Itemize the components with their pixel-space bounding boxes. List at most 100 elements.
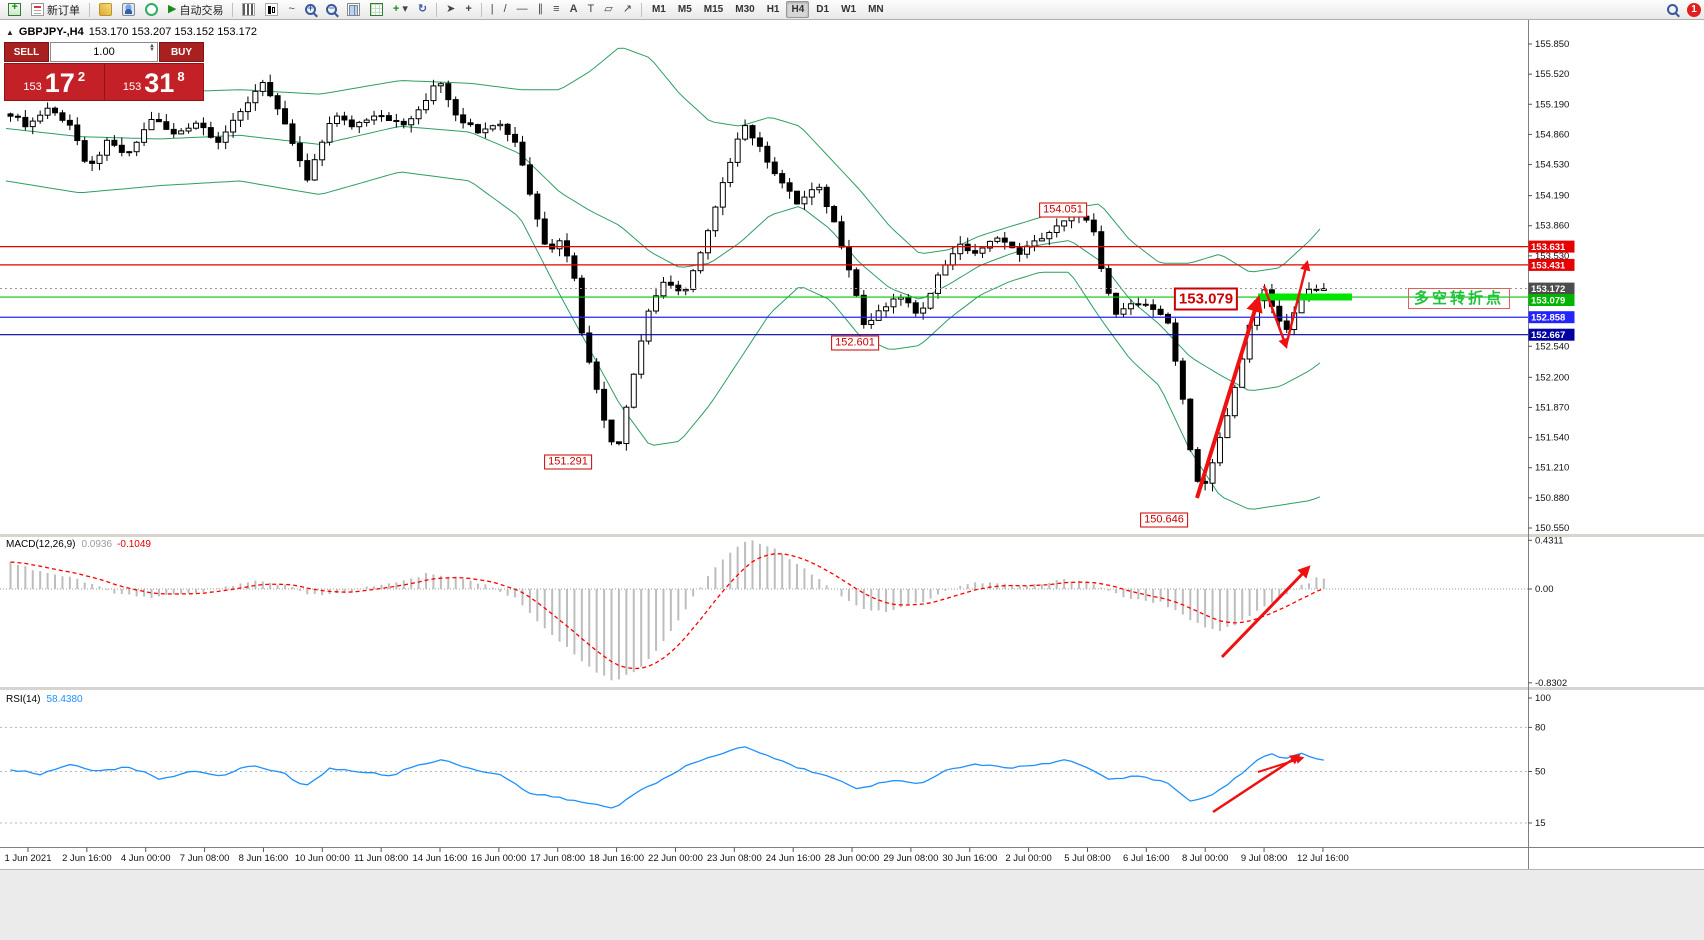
sell-price-prefix: 153 bbox=[23, 81, 42, 93]
bottom-strip bbox=[0, 869, 1704, 940]
chart-background bbox=[0, 20, 1704, 869]
time-axis-label: 23 Jun 08:00 bbox=[707, 853, 762, 864]
macd-axis-label: 0.4311 bbox=[1535, 535, 1563, 546]
vertical-line-button[interactable]: | bbox=[487, 1, 498, 18]
arrow-tool-button[interactable]: ↗ bbox=[619, 1, 636, 18]
line-chart-button[interactable]: ~ bbox=[284, 1, 298, 18]
price-tick-label: 155.190 bbox=[1535, 99, 1569, 110]
buy-price-panel[interactable]: 153 31 8 bbox=[105, 64, 204, 100]
notification-badge[interactable]: 1 bbox=[1687, 2, 1701, 17]
auto-trading-button[interactable]: ▶ 自动交易 bbox=[164, 1, 227, 18]
trendline-button[interactable]: / bbox=[500, 1, 511, 18]
one-click-trading-widget: SELL 1.00 ▲ ▼ BUY 153 17 2 153 31 8 bbox=[4, 42, 204, 101]
quotes-button[interactable] bbox=[141, 1, 162, 18]
macd-axis-label: -0.8302 bbox=[1535, 678, 1567, 689]
trend-arrow bbox=[1220, 565, 1311, 659]
chart-canvas[interactable]: 155.850 155.520 155.190 154.860 154.530 154.1… bbox=[0, 20, 1704, 940]
text-tool-button[interactable]: A bbox=[566, 1, 582, 18]
trend-arrow bbox=[1284, 259, 1311, 347]
chart-area: 155.850 155.520 155.190 154.860 154.530 154.1… bbox=[0, 20, 1704, 940]
rsi-axis-label: 80 bbox=[1535, 722, 1546, 733]
zoom-out-button[interactable]: − bbox=[322, 1, 341, 18]
price-tag bbox=[1528, 240, 1575, 253]
trend-arrow bbox=[1257, 755, 1305, 773]
tools-button[interactable] bbox=[95, 1, 116, 18]
dropdown-icon: ▾ bbox=[402, 3, 408, 15]
price-callout: 151.291 bbox=[544, 454, 592, 470]
tile-windows-button[interactable] bbox=[343, 1, 364, 18]
price-tick-label: 154.190 bbox=[1535, 191, 1569, 202]
timeframe-button-M30[interactable]: M30 bbox=[730, 1, 759, 18]
shapes-button[interactable]: ▱ bbox=[600, 1, 616, 18]
cursor-button[interactable]: ➤ bbox=[442, 1, 459, 18]
macd-main-value: 0.0936 bbox=[81, 539, 113, 550]
trend-arrow bbox=[1262, 285, 1289, 349]
timeframe-button-M1[interactable]: M1 bbox=[647, 1, 671, 18]
fibonacci-icon: ≡ bbox=[553, 3, 560, 15]
price-tick-label: 150.550 bbox=[1535, 523, 1569, 534]
macd-signal-value: -0.1049 bbox=[117, 539, 151, 550]
new-chart-button[interactable] bbox=[4, 1, 25, 18]
toolbar: 新订单 ▶自动交易 ~ + − +▾ ↻ ➤ + | / — ∥ ≡ A T ▱… bbox=[0, 0, 1704, 20]
line-chart-icon: ~ bbox=[288, 3, 295, 15]
horizontal-line-button[interactable]: — bbox=[513, 1, 532, 18]
channel-button[interactable]: ∥ bbox=[534, 1, 548, 18]
trend-arrow bbox=[1195, 295, 1263, 499]
timeframe-button-W1[interactable]: W1 bbox=[836, 1, 861, 18]
horizontal-line-icon: — bbox=[516, 3, 528, 15]
profile-button[interactable] bbox=[118, 1, 139, 18]
label-tool-button[interactable]: T bbox=[584, 1, 599, 18]
sell-price-sup: 2 bbox=[77, 69, 86, 84]
turning-point-annotation: 多空转折点 bbox=[1408, 288, 1511, 309]
time-axis-label: 29 Jun 08:00 bbox=[883, 853, 938, 864]
symbol-header: ▲ GBPJPY-,H4 153.170 153.207 153.152 153… bbox=[6, 26, 257, 38]
timeframe-button-H4[interactable]: H4 bbox=[786, 1, 810, 18]
new-order-button[interactable]: 新订单 bbox=[27, 1, 84, 18]
volume-spinner[interactable]: 1.00 ▲ ▼ bbox=[50, 42, 158, 62]
crosshair-button[interactable]: + bbox=[461, 1, 475, 18]
rsi-name: RSI(14) bbox=[6, 694, 41, 705]
zoom-in-button[interactable]: + bbox=[301, 1, 320, 18]
price-tag-label: 153.431 bbox=[1531, 260, 1566, 271]
time-axis-label: 1 Jun 2021 bbox=[4, 853, 51, 864]
search-icon bbox=[1667, 4, 1678, 15]
price-tag-label: 153.631 bbox=[1531, 242, 1566, 253]
price-tick-label: 153.860 bbox=[1535, 221, 1569, 232]
timeframe-button-M15[interactable]: M15 bbox=[699, 1, 728, 18]
bar-chart-button[interactable] bbox=[238, 1, 259, 18]
toolbar-separator bbox=[232, 2, 234, 17]
refresh-button[interactable]: ↻ bbox=[414, 1, 431, 18]
time-axis-label: 6 Jul 16:00 bbox=[1123, 853, 1169, 864]
buy-price-prefix: 153 bbox=[122, 81, 142, 93]
spin-up-icon: ▲ bbox=[149, 43, 155, 49]
plus-icon: + bbox=[392, 3, 400, 15]
timeframe-button-MN[interactable]: MN bbox=[863, 1, 889, 18]
symbol-ohlc: 153.170 153.207 153.152 153.172 bbox=[88, 26, 257, 38]
sell-button[interactable]: SELL bbox=[4, 42, 49, 62]
time-axis-label: 8 Jul 00:00 bbox=[1182, 853, 1228, 864]
price-callout: 153.079 bbox=[1173, 287, 1239, 311]
timeframe-button-D1[interactable]: D1 bbox=[811, 1, 834, 18]
sell-price-panel[interactable]: 153 17 2 bbox=[5, 64, 105, 100]
price-tick-label: 151.870 bbox=[1535, 403, 1569, 414]
buy-button[interactable]: BUY bbox=[159, 42, 204, 62]
search-button[interactable] bbox=[1663, 1, 1682, 18]
rsi-value: 58.4380 bbox=[46, 694, 83, 705]
timeframe-button-M5[interactable]: M5 bbox=[673, 1, 697, 18]
grid-button[interactable] bbox=[366, 1, 387, 18]
price-tag bbox=[1528, 294, 1575, 306]
timeframe-button-H1[interactable]: H1 bbox=[762, 1, 785, 18]
collapse-icon[interactable]: ▲ bbox=[6, 27, 14, 37]
tile-windows-icon bbox=[346, 3, 360, 16]
time-axis-label: 7 Jun 08:00 bbox=[180, 853, 230, 864]
arrow-tool-icon: ↗ bbox=[622, 3, 632, 15]
time-axis-label: 2 Jul 00:00 bbox=[1005, 853, 1051, 864]
add-indicator-button[interactable]: + ▾ bbox=[389, 1, 412, 18]
toolbar-separator bbox=[640, 2, 642, 17]
candle-chart-button[interactable] bbox=[261, 1, 282, 18]
time-axis-label: 30 Jun 16:00 bbox=[942, 853, 997, 864]
fibonacci-button[interactable]: ≡ bbox=[549, 1, 563, 18]
spinner-arrows[interactable]: ▲ ▼ bbox=[149, 43, 155, 53]
time-axis-label: 28 Jun 00:00 bbox=[825, 853, 880, 864]
shapes-icon: ▱ bbox=[604, 3, 613, 15]
